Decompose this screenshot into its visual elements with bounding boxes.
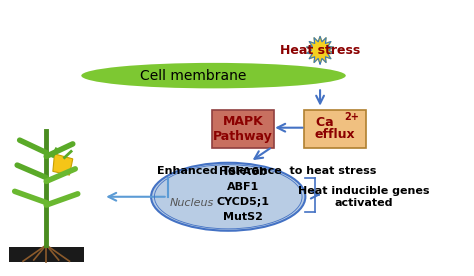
Polygon shape bbox=[307, 36, 334, 64]
Text: MAPK
Pathway: MAPK Pathway bbox=[213, 115, 273, 143]
Text: Nucleus: Nucleus bbox=[169, 198, 214, 208]
Polygon shape bbox=[53, 154, 73, 175]
Text: Enhanced Tolerance  to heat stress: Enhanced Tolerance to heat stress bbox=[156, 166, 376, 176]
Text: Ca: Ca bbox=[317, 116, 338, 129]
Polygon shape bbox=[9, 248, 83, 262]
Text: Heat stress: Heat stress bbox=[280, 44, 360, 57]
Text: Cell membrane: Cell membrane bbox=[140, 69, 246, 83]
FancyBboxPatch shape bbox=[303, 110, 366, 148]
Ellipse shape bbox=[82, 63, 346, 88]
Ellipse shape bbox=[151, 163, 305, 231]
FancyBboxPatch shape bbox=[212, 110, 274, 148]
Text: Heat inducible genes
activated: Heat inducible genes activated bbox=[299, 186, 430, 208]
Text: efflux: efflux bbox=[314, 128, 355, 140]
Text: 2+: 2+ bbox=[344, 112, 359, 122]
Text: HSFA6b
ABF1
CYCD5;1
MutS2: HSFA6b ABF1 CYCD5;1 MutS2 bbox=[217, 168, 269, 222]
